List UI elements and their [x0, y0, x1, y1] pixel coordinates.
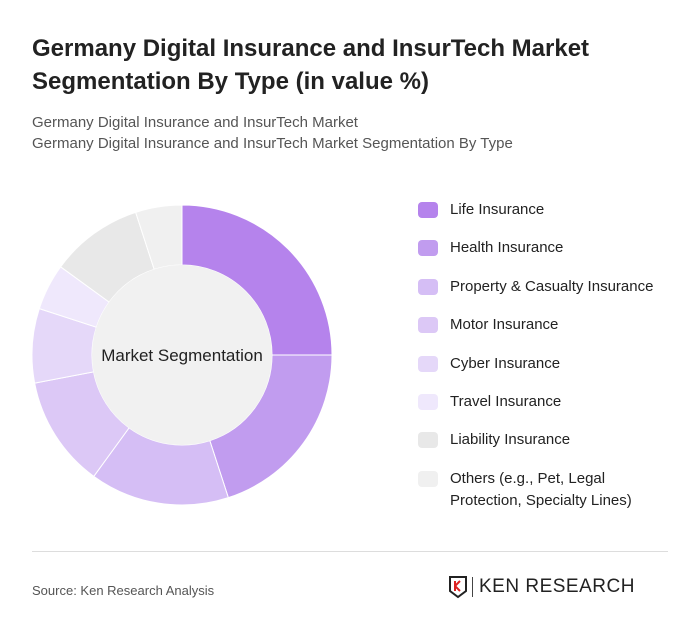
legend-swatch	[418, 394, 438, 410]
legend-item: Motor Insurance	[418, 314, 558, 336]
legend-swatch	[418, 202, 438, 218]
legend-label: Others (e.g., Pet, Legal Protection, Spe…	[450, 470, 632, 509]
donut-chart: Market Segmentation	[31, 204, 333, 506]
legend-swatch	[418, 471, 438, 487]
legend-item: Cyber Insurance	[418, 353, 560, 375]
subtitle-segmentation: Germany Digital Insurance and InsurTech …	[32, 135, 513, 152]
legend-item: Health Insurance	[418, 237, 563, 259]
logo-text: KEN RESEARCH	[479, 576, 635, 597]
source-note: Source: Ken Research Analysis	[32, 583, 215, 598]
subtitle-market: Germany Digital Insurance and InsurTech …	[32, 114, 358, 131]
legend-swatch	[418, 240, 438, 256]
legend-item: Others (e.g., Pet, Legal Protection, Spe…	[418, 468, 668, 512]
legend-label: Health Insurance	[450, 239, 564, 256]
center-label: Market Segmentation	[101, 346, 263, 365]
legend-label: Liability Insurance	[450, 431, 571, 448]
legend-swatch	[418, 317, 438, 333]
donut-hole	[92, 265, 272, 445]
legend-label: Property & Casualty Insurance	[450, 278, 654, 295]
legend-item: Travel Insurance	[418, 391, 561, 413]
legend-item: Liability Insurance	[418, 429, 570, 451]
legend-swatch	[418, 356, 438, 372]
legend-label: Cyber Insurance	[450, 355, 561, 372]
chart-title: Germany Digital Insurance and InsurTech …	[32, 35, 590, 95]
legend-label: Life Insurance	[450, 201, 545, 218]
legend-swatch	[418, 432, 438, 448]
logo-k-icon	[449, 576, 467, 599]
legend-swatch	[418, 279, 438, 295]
ken-research-logo: KEN RESEARCH	[448, 575, 635, 599]
divider	[32, 551, 668, 552]
legend-item: Life Insurance	[418, 199, 544, 221]
legend-item: Property & Casualty Insurance	[418, 276, 653, 298]
legend-label: Motor Insurance	[450, 316, 559, 333]
legend-label: Travel Insurance	[450, 393, 562, 410]
